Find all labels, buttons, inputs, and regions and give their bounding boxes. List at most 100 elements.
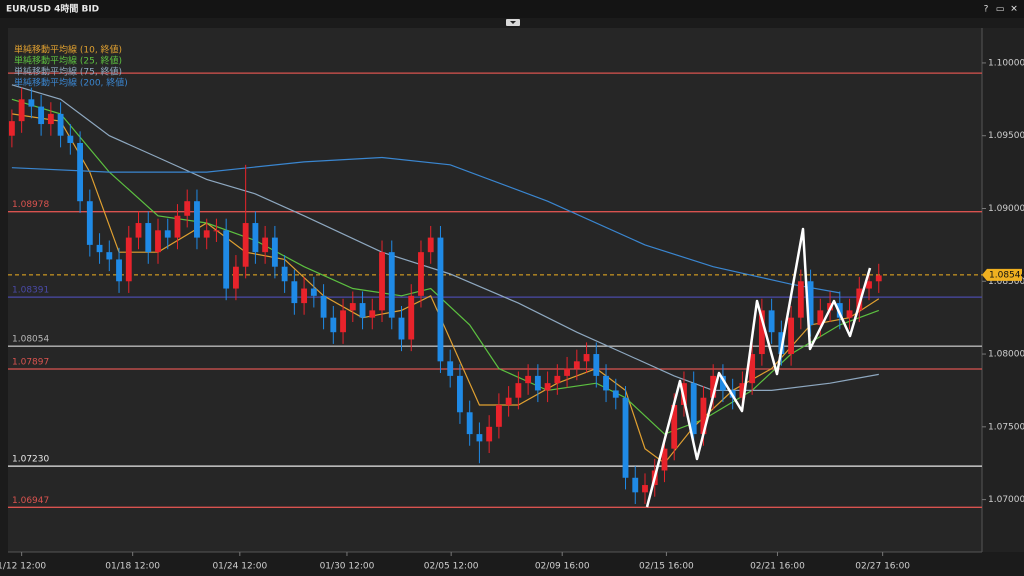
candle-body — [700, 397, 707, 435]
candle-body — [301, 288, 308, 304]
last-price-label: 1.08544 — [989, 270, 1024, 280]
candle-body — [622, 397, 629, 478]
candle-body — [632, 477, 639, 493]
level-label: 1.08054 — [12, 335, 49, 345]
y-tick-label: 1.07500 — [988, 422, 1024, 432]
candle-body — [476, 434, 483, 442]
x-tick-label: 01/18 12:00 — [105, 562, 160, 572]
candle-body — [554, 375, 561, 384]
candle-body — [856, 288, 863, 311]
candle-body — [768, 310, 775, 333]
candle-body — [797, 281, 804, 318]
candle-body — [603, 375, 609, 391]
candle-body — [125, 237, 132, 282]
candle-body — [846, 310, 853, 318]
y-tick-label: 1.07000 — [988, 495, 1024, 505]
candle-body — [534, 375, 541, 391]
candle-body — [8, 121, 15, 136]
candle-body — [96, 244, 103, 253]
candle-body — [106, 252, 113, 260]
candle-body — [661, 448, 668, 471]
legend-entry: 単純移動平均線 (25, 終値) — [14, 55, 122, 67]
candle-body — [369, 310, 376, 318]
level-label: 1.06947 — [12, 496, 49, 506]
candle-body — [340, 310, 346, 333]
x-tick-label: 01/30 12:00 — [320, 562, 375, 572]
candle-body — [281, 266, 288, 282]
candle-body — [77, 142, 83, 202]
legend-entry: 単純移動平均線 (75, 終値) — [14, 66, 122, 78]
candle-body — [135, 223, 142, 238]
level-label: 1.07230 — [12, 455, 49, 465]
x-tick-label: 02/09 16:00 — [535, 562, 590, 572]
level-label: 1.08978 — [12, 200, 49, 210]
candle-body — [398, 317, 405, 340]
candle-body — [593, 354, 600, 376]
candles — [8, 87, 882, 504]
candle-body — [466, 412, 473, 435]
candle-body — [525, 375, 532, 384]
candle-body — [749, 354, 756, 384]
candle-body — [232, 266, 239, 289]
candle-body — [291, 281, 298, 304]
candle-body — [379, 252, 385, 311]
candle-body — [145, 223, 152, 253]
y-tick-label: 1.10000 — [988, 58, 1024, 68]
candle-body — [875, 275, 882, 282]
candle-body — [817, 310, 824, 325]
help-button[interactable]: ? — [984, 5, 989, 15]
y-tick-label: 1.08000 — [988, 350, 1024, 360]
axes: 1.07000 1.07500 1.08000 1.08500 1.09000 1.095… — [0, 58, 1024, 571]
candle-body — [242, 223, 249, 267]
candle-body — [271, 237, 278, 267]
candle-body — [719, 375, 726, 391]
candle-body — [495, 404, 502, 427]
candle-body — [252, 223, 259, 253]
candle-body — [184, 201, 191, 216]
candle-body — [515, 383, 522, 398]
candle-body — [359, 303, 366, 318]
x-tick-label: 02/05 12:00 — [424, 562, 479, 572]
candle-body — [203, 230, 210, 238]
drawn-zigzag — [645, 227, 872, 508]
candle-body — [174, 215, 181, 238]
candle-body — [564, 368, 570, 376]
candle-body — [612, 390, 619, 398]
candle-body — [388, 252, 395, 318]
candle-body — [671, 404, 678, 449]
level-label: 1.07897 — [12, 358, 49, 368]
y-tick-label: 1.08500 — [988, 277, 1024, 287]
moving-average-line — [11, 113, 880, 465]
y-tick-label: 1.09000 — [988, 204, 1024, 214]
candle-body — [47, 113, 54, 125]
candle-body — [310, 288, 317, 296]
candle-body — [807, 281, 814, 325]
candle-body — [164, 230, 171, 238]
candle-body — [457, 375, 463, 413]
candle-body — [573, 361, 580, 369]
candle-body — [223, 230, 230, 289]
candle-body — [408, 295, 415, 340]
candle-body — [213, 230, 220, 232]
close-button[interactable]: ✕ — [1010, 5, 1018, 15]
x-tick-label: 01/24 12:00 — [212, 562, 267, 572]
x-tick-label: 02/27 16:00 — [855, 562, 910, 572]
candle-body — [155, 230, 161, 253]
window-title: EUR/USD 4時間 BID — [6, 3, 99, 15]
candle-body — [116, 259, 122, 282]
y-axis-area — [982, 28, 1024, 552]
maximize-button[interactable]: ▭ — [996, 5, 1005, 15]
candle-body — [86, 201, 93, 245]
candle-body — [262, 237, 269, 253]
candle-body — [836, 303, 843, 318]
candle-body — [67, 135, 74, 143]
candle-body — [320, 295, 327, 318]
candle-body — [194, 201, 200, 238]
candle-body — [583, 354, 590, 362]
candle-body — [349, 303, 356, 311]
candle-body — [486, 426, 493, 442]
candle-body — [710, 375, 717, 398]
legend-entry: 単純移動平均線 (10, 終値) — [14, 44, 122, 56]
